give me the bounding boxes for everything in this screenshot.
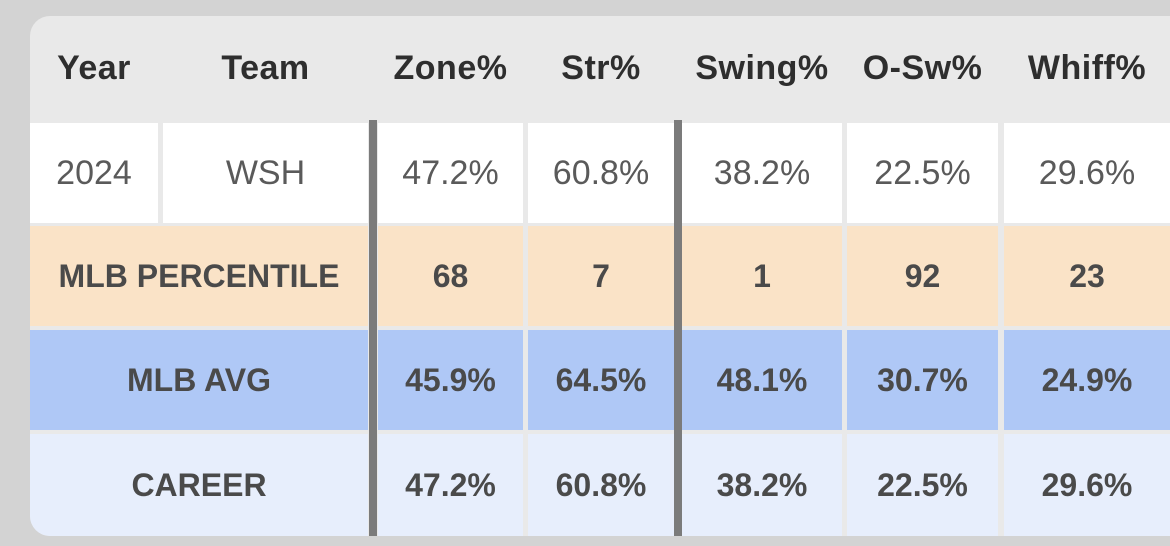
mlb-avg-swing: 48.1% (682, 330, 842, 430)
season-whiff: 29.6% (1004, 123, 1170, 223)
percentile-label: MLB PERCENTILE (30, 226, 368, 326)
career-whiff: 29.6% (1004, 434, 1170, 536)
percentile-str: 7 (528, 226, 674, 326)
season-o-sw: 22.5% (847, 123, 998, 223)
career-swing: 38.2% (682, 434, 842, 536)
header-year: Year (57, 48, 131, 87)
mlb-avg-zone: 45.9% (378, 330, 523, 430)
career-label: CAREER (30, 434, 368, 536)
mlb-avg-label: MLB AVG (30, 330, 368, 430)
percentile-swing: 1 (682, 226, 842, 326)
mlb-avg-row: MLB AVG 45.9% 64.5% 48.1% 30.7% 24.9% (30, 330, 1170, 430)
season-swing: 38.2% (682, 123, 842, 223)
mlb-avg-o-sw: 30.7% (847, 330, 998, 430)
season-zone: 47.2% (378, 123, 523, 223)
season-str: 60.8% (528, 123, 674, 223)
column-divider (369, 120, 377, 536)
percentile-whiff: 23 (1004, 226, 1170, 326)
percentile-o-sw: 92 (847, 226, 998, 326)
header-str: Str% (561, 48, 641, 87)
column-divider (674, 120, 682, 536)
header-o-sw: O-Sw% (862, 48, 983, 87)
season-row: 2024 WSH 47.2% 60.8% 38.2% 22.5% 29.6% (30, 123, 1170, 223)
mlb-avg-str: 64.5% (528, 330, 674, 430)
header-zone: Zone% (393, 48, 508, 87)
career-row: CAREER 47.2% 60.8% 38.2% 22.5% 29.6% (30, 434, 1170, 536)
percentile-zone: 68 (378, 226, 523, 326)
career-zone: 47.2% (378, 434, 523, 536)
header-whiff: Whiff% (1027, 48, 1147, 87)
mlb-avg-whiff: 24.9% (1004, 330, 1170, 430)
season-year: 2024 (30, 123, 158, 223)
percentile-row: MLB PERCENTILE 68 7 1 92 23 (30, 226, 1170, 326)
career-o-sw: 22.5% (847, 434, 998, 536)
header-swing: Swing% (695, 48, 829, 87)
header-team: Team (221, 48, 310, 87)
stats-table: Year Team Zone% Str% Swing% O-Sw% Whiff%… (30, 16, 1170, 536)
season-team: WSH (163, 123, 368, 223)
header-row: Year Team Zone% Str% Swing% O-Sw% Whiff% (30, 16, 1170, 120)
career-str: 60.8% (528, 434, 674, 536)
